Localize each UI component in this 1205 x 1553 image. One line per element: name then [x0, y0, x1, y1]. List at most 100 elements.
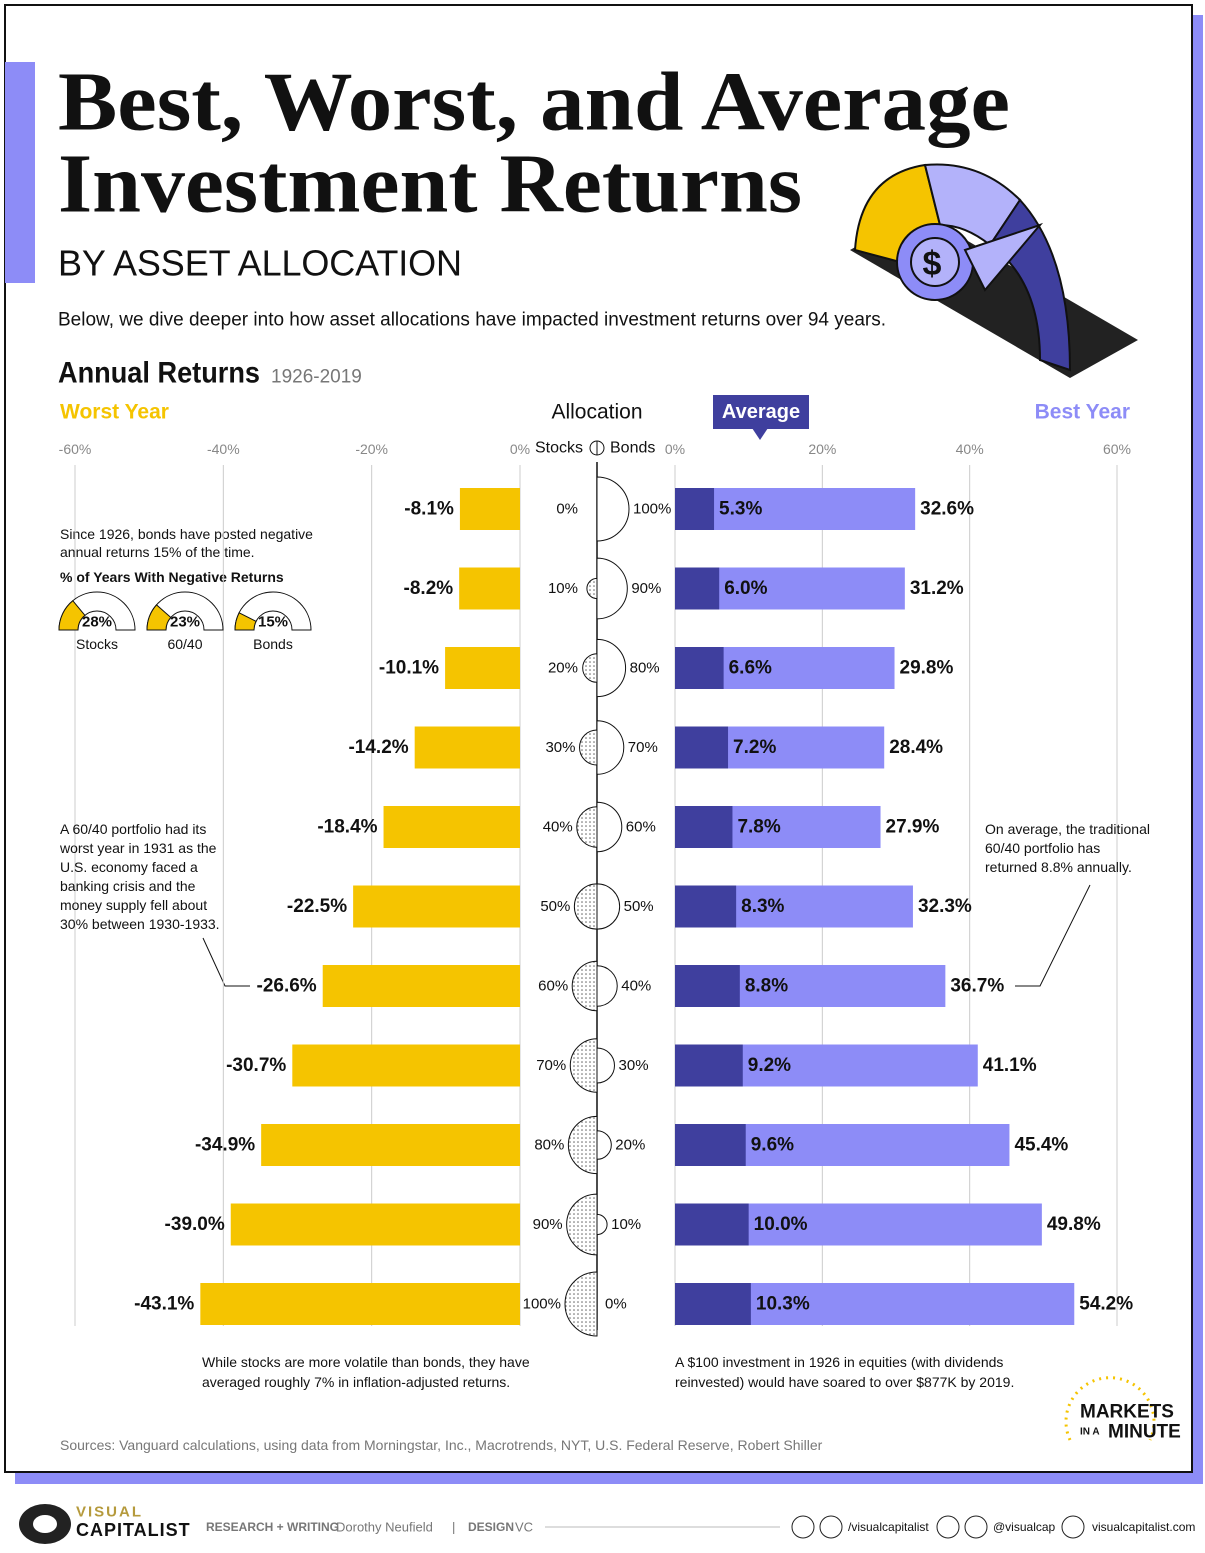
- value-label: -8.2%: [404, 578, 454, 599]
- social-handle[interactable]: @visualcap: [993, 1520, 1056, 1534]
- value-label: 32.3%: [918, 896, 972, 917]
- stocks-share: [566, 1193, 598, 1256]
- bonds-share: [596, 965, 618, 1007]
- value-label: 31.2%: [910, 578, 964, 599]
- stocks-share: [568, 1115, 598, 1175]
- footer-credit-name: Dorothy Neufield: [336, 1520, 433, 1535]
- stocks-share-label: 80%: [534, 1137, 564, 1154]
- annotation: While stocks are more volatile than bond…: [202, 1354, 530, 1370]
- bonds-share-label: 40%: [621, 978, 651, 995]
- footer-credit-name: VC: [515, 1520, 533, 1535]
- value-label: 36.7%: [950, 976, 1004, 997]
- social-icon[interactable]: [819, 1515, 843, 1539]
- stocks-share: [582, 653, 598, 683]
- value-label: -26.6%: [257, 976, 317, 997]
- value-label: 8.3%: [741, 896, 784, 917]
- gauge-fill: [146, 604, 172, 631]
- bonds-share-label: 20%: [615, 1137, 645, 1154]
- bar: [675, 885, 737, 928]
- bonds-share: [596, 720, 625, 775]
- stocks-share-label: 90%: [533, 1216, 563, 1233]
- accent-bar: [5, 62, 35, 283]
- value-label: -14.2%: [348, 737, 408, 758]
- bonds-share-label: 100%: [633, 501, 671, 518]
- stocks-share-label: 30%: [545, 739, 575, 756]
- value-label: 41.1%: [983, 1055, 1037, 1076]
- gauge-label: Bonds: [253, 636, 293, 652]
- website[interactable]: visualcapitalist.com: [1092, 1520, 1195, 1534]
- gauge-fill: [234, 612, 257, 631]
- value-label: 32.6%: [920, 499, 974, 520]
- bonds-share-label: 80%: [630, 660, 660, 677]
- footer: VISUAL CAPITALIST RESEARCH + WRITING Dor…: [19, 1504, 1195, 1544]
- stocks-share-label: 40%: [543, 819, 573, 836]
- bonds-share-label: 10%: [611, 1216, 641, 1233]
- illustration-dial: [910, 237, 960, 287]
- bonds-label: Bonds: [610, 440, 655, 457]
- value-label: 9.6%: [751, 1135, 794, 1156]
- gauge-illustration: $: [850, 163, 1138, 378]
- stocks-label: Stocks: [535, 440, 583, 457]
- social-icon[interactable]: [964, 1515, 988, 1539]
- value-label: -43.1%: [134, 1294, 194, 1315]
- value-label: 7.8%: [737, 817, 780, 838]
- value-label: -8.1%: [404, 499, 454, 520]
- chart-subtitle: 1926-2019: [271, 367, 362, 388]
- bonds-share: [596, 1047, 616, 1084]
- value-label: 6.0%: [724, 578, 767, 599]
- illustration-needle: [963, 222, 1044, 292]
- value-label: -10.1%: [379, 658, 439, 679]
- annotation: money supply fell about: [60, 897, 207, 913]
- gauge-value: 23%: [170, 614, 200, 631]
- bar: [261, 1124, 520, 1166]
- bar: [675, 567, 720, 610]
- x2-tick-label: 40%: [956, 441, 984, 457]
- annotation: 60/40 portfolio has: [985, 840, 1100, 856]
- bar: [675, 1124, 746, 1166]
- value-label: -30.7%: [226, 1055, 286, 1076]
- bonds-share-label: 70%: [628, 739, 658, 756]
- legend-label: Worst Year: [60, 401, 169, 424]
- stocks-share-label: 10%: [548, 580, 578, 597]
- value-label: -22.5%: [287, 896, 347, 917]
- annotation: U.S. economy faced a: [60, 859, 198, 875]
- value-label: 10.3%: [756, 1294, 810, 1315]
- x2-tick-label: 20%: [808, 441, 836, 457]
- stocks-share-label: 100%: [523, 1296, 561, 1313]
- social-handle[interactable]: /visualcapitalist: [848, 1520, 929, 1534]
- value-label: -34.9%: [195, 1135, 255, 1156]
- bar: [675, 806, 733, 848]
- intro: Below, we dive deeper into how asset all…: [58, 310, 886, 331]
- legend-label: Best Year: [1035, 401, 1130, 424]
- value-label: 45.4%: [1014, 1135, 1068, 1156]
- bar: [675, 726, 729, 769]
- value-label: 9.2%: [748, 1055, 791, 1076]
- bonds-share: [596, 1213, 608, 1236]
- stocks-share-label: 70%: [536, 1057, 566, 1074]
- legend-label: Average: [722, 401, 800, 423]
- bar: [230, 1203, 520, 1246]
- stocks-share-label: 60%: [538, 978, 568, 995]
- social-icon[interactable]: [1061, 1515, 1085, 1539]
- bar: [675, 1283, 751, 1325]
- stocks-share: [570, 1038, 598, 1093]
- gauge-value: 15%: [258, 614, 288, 631]
- footer-separator: |: [452, 1520, 455, 1535]
- social-icon[interactable]: [936, 1515, 960, 1539]
- footer-logo-mark: [33, 1515, 57, 1533]
- allocation-title: Allocation: [551, 401, 642, 424]
- bar: [292, 1044, 520, 1087]
- annotation: On average, the traditional: [985, 821, 1150, 837]
- annotations: [202, 884, 1091, 987]
- footer-logo-bottom: CAPITALIST: [76, 1520, 191, 1540]
- bonds-share-label: 30%: [619, 1057, 649, 1074]
- footer-logo-top: VISUAL: [76, 1504, 143, 1521]
- bar: [322, 965, 520, 1007]
- bonds-share: [596, 883, 620, 930]
- stocks-share-label: 50%: [540, 898, 570, 915]
- bonds-share: [596, 476, 630, 542]
- social-icon[interactable]: [791, 1515, 815, 1539]
- annotation: A 60/40 portfolio had its: [60, 821, 206, 837]
- annotation-pointer: [1015, 884, 1091, 987]
